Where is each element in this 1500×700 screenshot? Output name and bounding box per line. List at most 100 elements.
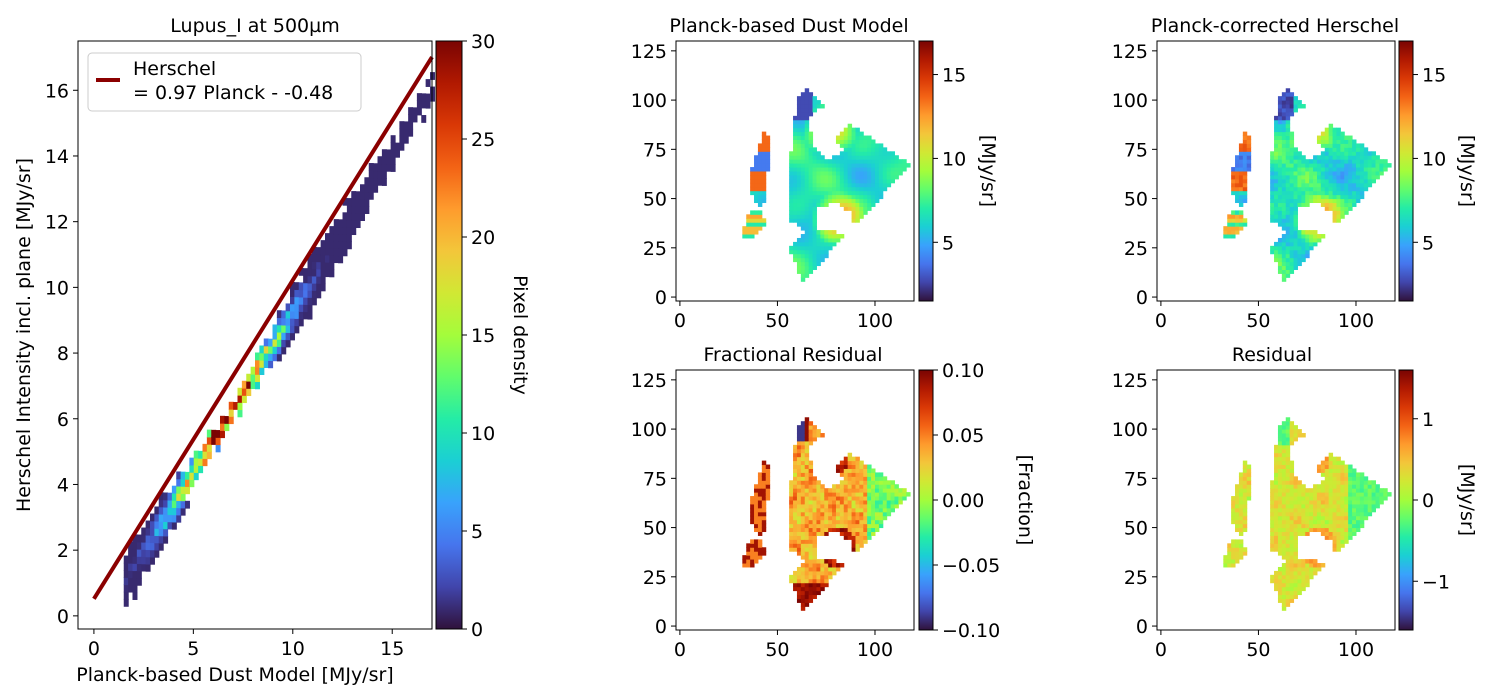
- map-pixel: [796, 480, 802, 485]
- map-pixel: [1242, 155, 1248, 160]
- map-pixel: [1293, 484, 1298, 489]
- map-pixel: [1293, 167, 1298, 172]
- map-pixel: [1289, 594, 1295, 599]
- map-pixel: [800, 440, 806, 446]
- map-pixel: [1359, 523, 1365, 529]
- density-cell: [355, 205, 361, 214]
- map-pixel: [843, 159, 849, 164]
- map-pixel: [804, 472, 810, 477]
- map-pixel: [1371, 492, 1376, 497]
- map-pixel: [878, 511, 884, 517]
- map-pixel: [816, 586, 821, 592]
- map-pixel: [1277, 425, 1283, 430]
- map-pixel: [1274, 527, 1279, 533]
- y-tick-label: 14: [45, 146, 69, 168]
- map-pixel: [796, 115, 802, 121]
- map-pixel: [843, 155, 849, 160]
- map-pixel: [761, 523, 767, 529]
- map-pixel: [859, 143, 864, 148]
- density-cell: [381, 178, 387, 186]
- density-cell: [206, 444, 212, 452]
- map-pixel: [1277, 496, 1283, 501]
- density-cell: [128, 584, 134, 593]
- map-pixel: [789, 174, 794, 180]
- density-cell: [189, 457, 195, 466]
- map-pixel: [878, 182, 884, 188]
- map-pixel: [800, 606, 806, 611]
- map-pixel: [1301, 249, 1306, 255]
- map-pixel: [1336, 147, 1341, 152]
- density-cell: [311, 275, 317, 284]
- map-pixel: [1344, 503, 1349, 509]
- map-pixel: [855, 127, 860, 133]
- density-cell: [390, 149, 396, 158]
- map-pixel: [804, 515, 810, 521]
- map-pixel: [835, 488, 841, 493]
- map-pixel: [1235, 226, 1240, 231]
- map-pixel: [804, 456, 810, 462]
- map-pixel: [1352, 523, 1357, 529]
- map-pixel: [1336, 131, 1341, 137]
- density-cell: [158, 506, 164, 515]
- map-pixel: [874, 155, 880, 160]
- map-pixel: [851, 131, 856, 137]
- map-pixel: [1379, 500, 1384, 505]
- map-pixel: [1324, 476, 1330, 481]
- density-cell: [346, 234, 352, 243]
- map-pixel: [878, 151, 884, 156]
- map-pixel: [1344, 171, 1349, 176]
- density-cell: [364, 191, 370, 200]
- density-cell: [154, 513, 160, 522]
- map-pixel: [800, 602, 806, 607]
- map-pixel: [796, 425, 802, 430]
- map-pixel: [812, 503, 817, 509]
- map-pixel: [804, 182, 810, 188]
- map-pixel: [1344, 484, 1349, 489]
- map-pixel: [1289, 198, 1295, 204]
- map-pixel: [793, 480, 798, 485]
- map-pixel: [1371, 151, 1376, 156]
- map-pixel: [800, 167, 806, 172]
- map-pixel: [800, 182, 806, 188]
- map-pixel: [1309, 488, 1314, 493]
- map-pixel: [1313, 511, 1318, 517]
- map-pixel: [863, 488, 868, 493]
- map-pixel: [1285, 104, 1291, 109]
- density-cell: [136, 549, 142, 557]
- map-pixel: [1344, 135, 1349, 140]
- map-pixel: [804, 574, 810, 580]
- map-pixel: [1387, 492, 1392, 497]
- map-pixel: [1293, 523, 1298, 529]
- map-pixel: [839, 480, 845, 485]
- density-cell: [316, 268, 322, 277]
- map-pixel: [761, 468, 767, 473]
- map-pixel: [847, 468, 853, 473]
- density-cell: [163, 535, 169, 544]
- map-pixel: [1332, 202, 1337, 207]
- map-pixel: [1235, 186, 1240, 192]
- map-pixel: [761, 488, 767, 493]
- density-cell: [346, 219, 352, 228]
- map-pixel: [832, 155, 837, 160]
- map-pixel: [898, 167, 903, 172]
- map-pixel: [754, 186, 759, 192]
- density-cell: [403, 121, 409, 130]
- map-pixel: [757, 186, 763, 192]
- map-pixel: [863, 464, 868, 469]
- map-pixel: [855, 218, 860, 223]
- density-cell: [364, 198, 370, 207]
- map-pixel: [1313, 171, 1318, 176]
- map-pixel: [867, 135, 872, 140]
- density-cell: [145, 563, 151, 572]
- map-pixel: [750, 503, 755, 509]
- map-pixel: [1340, 496, 1345, 501]
- density-cell: [202, 443, 208, 452]
- map-pixel: [1375, 496, 1380, 501]
- map-pixel: [800, 480, 806, 485]
- map-pixel: [1305, 245, 1310, 251]
- map-pixel: [1332, 171, 1337, 176]
- density-cells: [123, 72, 435, 607]
- map-pixel: [1328, 519, 1334, 525]
- map-pixel: [1293, 563, 1298, 568]
- map-pixel: [1313, 500, 1318, 505]
